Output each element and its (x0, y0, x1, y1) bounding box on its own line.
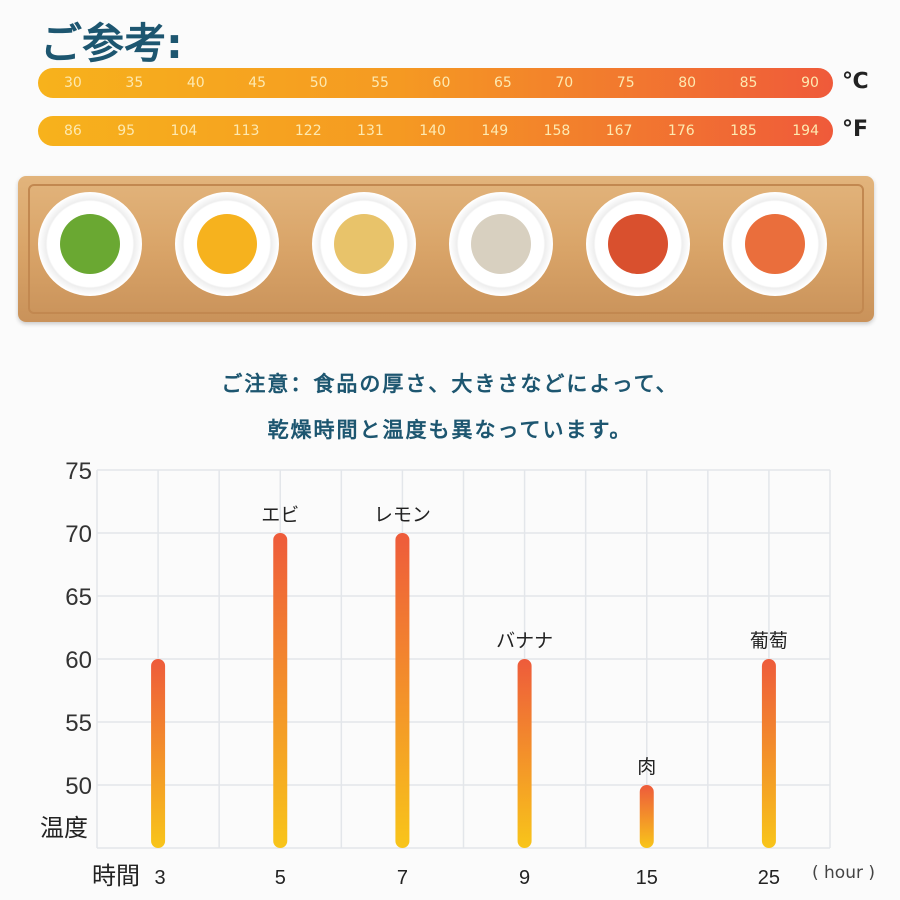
bar (395, 533, 410, 848)
y-tick-label: 55 (65, 710, 92, 737)
plate-shrimp (723, 192, 827, 296)
soybeans-image (334, 214, 394, 274)
celsius-tick: 55 (371, 75, 389, 91)
bar-label: 肉 (637, 756, 656, 778)
x-axis-unit: ( hour ) (812, 863, 875, 883)
fahrenheit-scale: 86 95 104 113 122 131 140 149 158 167 176 185 194 (38, 116, 833, 146)
celsius-unit: ℃ (842, 69, 869, 94)
x-tick-label: 5 (275, 867, 286, 889)
fahrenheit-tick: 95 (117, 123, 136, 139)
wooden-tray (18, 176, 874, 322)
plate-meat (586, 192, 690, 296)
bar-label: レモン (374, 504, 431, 526)
plate-mango (175, 192, 279, 296)
x-tick-label: 25 (758, 867, 780, 889)
plate-grains (449, 192, 553, 296)
celsius-tick: 40 (186, 75, 205, 91)
celsius-tick: 70 (555, 75, 574, 91)
x-tick-label: 3 (154, 867, 165, 889)
fahrenheit-unit: °F (842, 117, 869, 142)
celsius-tick: 75 (616, 75, 635, 91)
celsius-tick: 45 (248, 75, 267, 91)
celsius-tick: 30 (64, 75, 82, 91)
bar (151, 659, 166, 848)
celsius-tick: 35 (125, 75, 144, 91)
note-line-1: ご注意：食品の厚さ、大きさなどによって、 (221, 372, 679, 396)
fahrenheit-tick: 158 (543, 123, 571, 139)
bar-label: エビ (261, 504, 299, 526)
page-title: ご参考: (40, 19, 183, 68)
y-tick-label: 60 (65, 647, 92, 674)
fahrenheit-tick: 194 (792, 123, 819, 139)
fahrenheit-tick: 86 (64, 123, 82, 139)
shrimp-image (745, 214, 805, 274)
x-tick-label: 9 (519, 867, 530, 889)
mango-image (197, 214, 257, 274)
bar (639, 785, 654, 848)
celsius-tick: 80 (678, 75, 697, 91)
bar (761, 659, 776, 848)
grains-image (471, 214, 531, 274)
plate-soybeans (312, 192, 416, 296)
x-tick-label: 7 (397, 867, 408, 889)
bar-label: バナナ (496, 630, 553, 652)
kiwi-image (60, 214, 120, 274)
bar (273, 533, 288, 848)
fahrenheit-tick: 167 (605, 123, 633, 139)
meat-image (608, 214, 668, 274)
y-tick-label: 75 (65, 458, 92, 485)
y-tick-label: 50 (65, 773, 92, 800)
y-axis-label: 温度 (40, 814, 88, 842)
fahrenheit-tick: 176 (667, 123, 695, 139)
y-tick-label: 65 (65, 584, 92, 611)
x-tick-label: 15 (636, 867, 658, 889)
fahrenheit-tick: 113 (232, 123, 260, 139)
fahrenheit-tick: 131 (357, 123, 384, 139)
fahrenheit-tick: 140 (419, 123, 446, 139)
celsius-tick: 50 (309, 75, 328, 91)
celsius-scale: 30 35 40 45 50 55 60 65 70 75 80 85 90 (38, 68, 833, 98)
x-axis-label: 時間 (92, 862, 140, 890)
bar (517, 659, 532, 848)
celsius-tick: 65 (493, 75, 512, 91)
celsius-tick: 90 (801, 75, 819, 91)
y-tick-label: 70 (65, 521, 92, 548)
fahrenheit-tick: 185 (730, 123, 757, 139)
note-line-2: 乾燥時間と温度も異なっています。 (267, 418, 633, 442)
bar-label: 葡萄 (750, 630, 788, 652)
celsius-tick: 60 (432, 75, 451, 91)
fahrenheit-tick: 104 (170, 123, 198, 139)
fahrenheit-tick: 149 (481, 123, 509, 139)
fahrenheit-tick: 122 (294, 123, 322, 139)
plate-kiwi (38, 192, 142, 296)
celsius-tick: 85 (739, 75, 758, 91)
